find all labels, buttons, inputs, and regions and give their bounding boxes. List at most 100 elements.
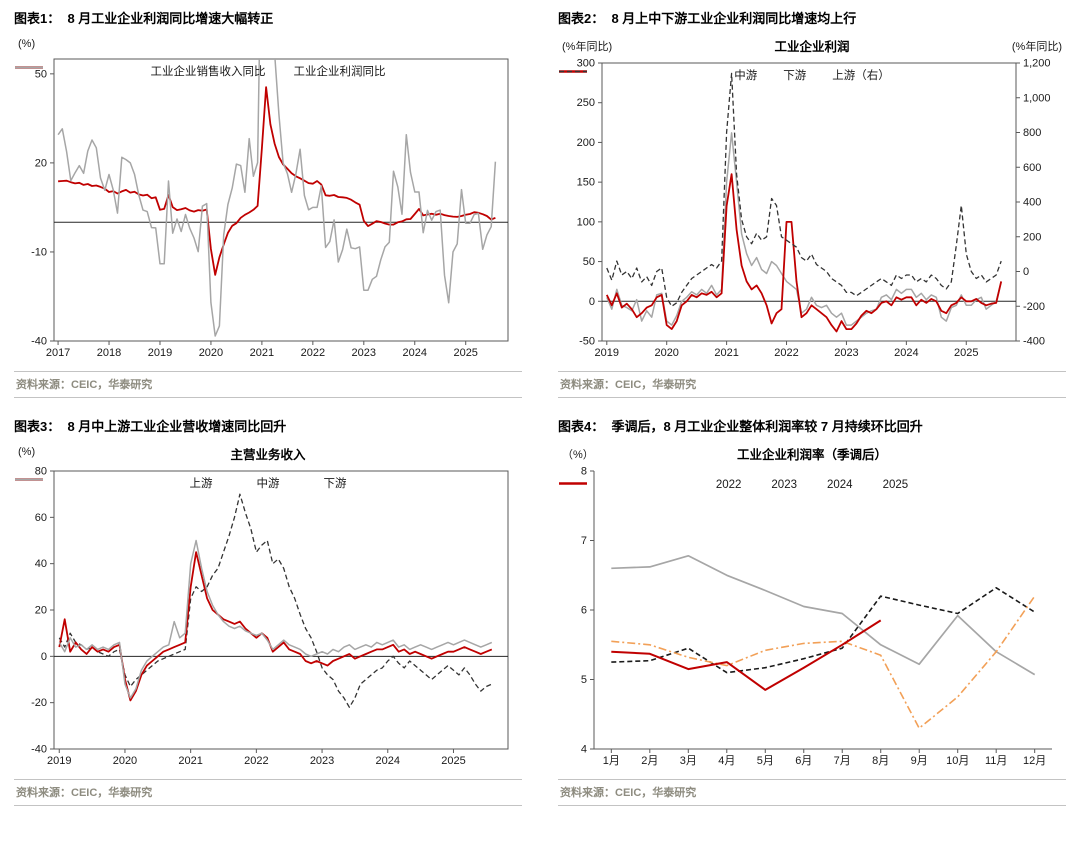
svg-text:5月: 5月 [757, 755, 774, 767]
svg-text:2025: 2025 [954, 347, 978, 359]
legend-item: 2022 [559, 479, 742, 491]
svg-text:9月: 9月 [911, 755, 928, 767]
svg-text:5: 5 [581, 674, 587, 686]
figure2-source: 资料来源：CEIC，华泰研究 [558, 371, 1066, 398]
svg-text:2025: 2025 [441, 755, 465, 767]
svg-text:8月: 8月 [872, 755, 889, 767]
svg-text:-50: -50 [579, 336, 595, 348]
legend-label: 2023 [771, 479, 797, 491]
svg-text:2019: 2019 [47, 755, 71, 767]
svg-text:0: 0 [1023, 266, 1029, 278]
figure2-title: 图表2： 8 月上中下游工业企业利润同比增速均上行 [558, 11, 857, 26]
svg-text:8: 8 [581, 466, 587, 478]
svg-text:7月: 7月 [834, 755, 851, 767]
legend-label: 工业企业利润同比 [293, 66, 386, 78]
chart-inner-title: 工业企业利润率（季调后） [736, 448, 887, 462]
svg-text:100: 100 [577, 216, 595, 228]
svg-text:4月: 4月 [718, 755, 735, 767]
source-text: 资料来源：CEIC，华泰研究 [560, 787, 697, 799]
svg-text:1月: 1月 [603, 755, 620, 767]
figure3-chart: -40 -20 0 20 40 60 80 2019 2020 2021 2022 2023 2024 2… [14, 441, 522, 771]
svg-text:2017: 2017 [46, 347, 70, 359]
y-axis-unit-left: （%） [562, 449, 594, 461]
svg-text:-20: -20 [31, 697, 47, 709]
legend-item: 2023 [559, 479, 797, 491]
svg-text:4: 4 [581, 744, 587, 756]
figure4-source: 资料来源：CEIC，华泰研究 [558, 779, 1066, 806]
svg-text:2019: 2019 [148, 347, 172, 359]
figure2-chart: -50 0 50 100 150 200 250 300 -400 -200 0 200 400 600 8… [558, 33, 1066, 363]
legend-label: 工业企业销售收入同比 [150, 66, 266, 78]
legend-item: 工业企业利润同比 [15, 63, 386, 79]
svg-text:2024: 2024 [376, 755, 400, 767]
figure1-chart: -40 -10 20 50 2017 2018 2019 2020 2021 2022 2023 20… [14, 33, 522, 363]
svg-text:2024: 2024 [403, 347, 427, 359]
figure4-chart: 4 5 6 7 8 1月 2月 3月 4月 5月 6月 7月 8月 9月 10月 11月 12月 （%） 工业企业利… [558, 441, 1066, 771]
svg-text:3月: 3月 [680, 755, 697, 767]
y-axis-unit-left: (%年同比) [562, 41, 613, 53]
legend-item: 下游 [559, 67, 807, 83]
y-axis-unit-right: (%年同比) [1011, 41, 1062, 53]
chart-legend: 中游 下游 上游（右） [558, 67, 1066, 83]
svg-text:200: 200 [1023, 231, 1041, 243]
y-axis-unit-left: (%) [18, 38, 36, 50]
svg-text:-200: -200 [1023, 301, 1045, 313]
svg-text:2024: 2024 [894, 347, 918, 359]
svg-text:2021: 2021 [714, 347, 738, 359]
chart-legend: 上游 中游 下游 [14, 475, 522, 491]
legend-item: 上游 [15, 475, 213, 491]
figure1-source: 资料来源：CEIC，华泰研究 [14, 371, 522, 398]
svg-text:0: 0 [589, 296, 595, 308]
legend-label: 上游（右） [832, 70, 890, 82]
svg-text:2018: 2018 [97, 347, 121, 359]
panel-figure1: 图表1： 8 月工业企业利润同比增速大幅转正 -40 -10 20 50 2017 201… [14, 8, 522, 398]
panel-figure3: 图表3： 8 月中上游工业企业营收增速同比回升 -40 -20 0 20 40 60 80 2… [14, 416, 522, 806]
legend-item: 工业企业销售收入同比 [15, 63, 266, 79]
legend-label: 上游 [189, 478, 213, 490]
svg-text:40: 40 [35, 558, 47, 570]
svg-text:200: 200 [577, 137, 595, 149]
svg-text:2月: 2月 [641, 755, 658, 767]
chart-inner-title: 工业企业利润 [774, 40, 850, 54]
legend-item: 上游（右） [559, 67, 890, 83]
svg-text:2023: 2023 [834, 347, 858, 359]
svg-text:7: 7 [581, 535, 587, 547]
svg-text:50: 50 [35, 68, 47, 80]
svg-text:-40: -40 [31, 336, 47, 348]
svg-text:-10: -10 [31, 246, 47, 258]
legend-item: 中游 [15, 475, 280, 491]
svg-text:2021: 2021 [250, 347, 274, 359]
figure1-title: 图表1： 8 月工业企业利润同比增速大幅转正 [14, 11, 274, 26]
panel-figure2: 图表2： 8 月上中下游工业企业利润同比增速均上行 -50 0 50 100 150 20… [558, 8, 1066, 398]
svg-text:1,000: 1,000 [1023, 92, 1051, 104]
svg-text:150: 150 [577, 177, 595, 189]
chart-legend: 工业企业销售收入同比 工业企业利润同比 [14, 63, 522, 79]
legend-label: 下游 [783, 70, 807, 82]
svg-text:-40: -40 [31, 744, 47, 756]
svg-text:2020: 2020 [654, 347, 678, 359]
legend-label: 2022 [715, 479, 742, 491]
figure3-source: 资料来源：CEIC，华泰研究 [14, 779, 522, 806]
legend-item: 下游 [15, 475, 347, 491]
svg-text:12月: 12月 [1023, 755, 1046, 767]
svg-text:20: 20 [35, 605, 47, 617]
y-axis-unit-left: (%) [18, 446, 36, 458]
svg-text:11月: 11月 [985, 755, 1007, 767]
svg-text:300: 300 [577, 58, 595, 70]
legend-item: 2024 [559, 479, 853, 491]
legend-label: 中游 [734, 70, 758, 82]
figure3-title: 图表3： 8 月中上游工业企业营收增速同比回升 [14, 419, 287, 434]
svg-text:2019: 2019 [595, 347, 619, 359]
svg-text:2022: 2022 [244, 755, 268, 767]
source-text: 资料来源：CEIC，华泰研究 [16, 787, 153, 799]
figure4-title: 图表4： 季调后，8 月工业企业整体利润率较 7 月持续环比回升 [558, 419, 923, 434]
svg-text:1,200: 1,200 [1023, 58, 1051, 70]
legend-label: 2025 [882, 479, 909, 491]
legend-item: 2025 [559, 479, 909, 491]
svg-text:600: 600 [1023, 162, 1041, 174]
svg-text:2022: 2022 [301, 347, 325, 359]
svg-text:2020: 2020 [113, 755, 137, 767]
svg-text:2022: 2022 [774, 347, 798, 359]
svg-text:60: 60 [35, 512, 47, 524]
